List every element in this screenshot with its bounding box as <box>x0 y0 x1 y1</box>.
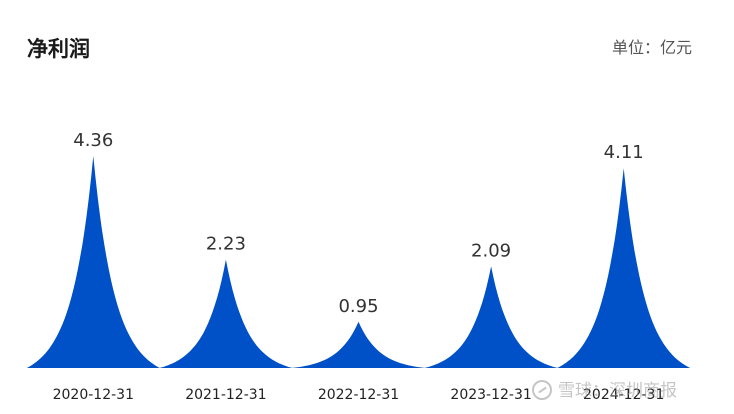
watermark-text: 雪球：深圳商报 <box>558 381 677 401</box>
peak-mark-2022-12-31 <box>292 321 425 368</box>
data-label-2020-12-31: 4.36 <box>73 130 113 151</box>
x-tick-label-2024-12-31: 2024-12-31 <box>583 387 664 403</box>
peak-mark-2024-12-31 <box>557 168 690 368</box>
peak-mark-2023-12-31 <box>424 266 558 368</box>
data-label-2022-12-31: 0.95 <box>338 296 378 317</box>
x-tick-label-2020-12-31: 2020-12-31 <box>53 387 134 403</box>
data-label-2024-12-31: 4.11 <box>604 142 644 163</box>
x-tick-label-2021-12-31: 2021-12-31 <box>185 387 266 403</box>
data-label-2021-12-31: 2.23 <box>206 234 246 255</box>
watermark: 雪球：深圳商报 <box>532 376 677 401</box>
xueqiu-logo-icon <box>532 380 552 400</box>
unit-label: 单位：亿元 <box>611 38 692 57</box>
data-label-2023-12-31: 2.09 <box>471 240 511 261</box>
peak-mark-2021-12-31 <box>159 259 293 368</box>
x-tick-label-2023-12-31: 2023-12-31 <box>450 387 531 403</box>
x-tick-label-2022-12-31: 2022-12-31 <box>318 387 399 403</box>
peak-mark-2020-12-31 <box>27 156 160 368</box>
chart-title: 净利润 <box>27 37 90 61</box>
